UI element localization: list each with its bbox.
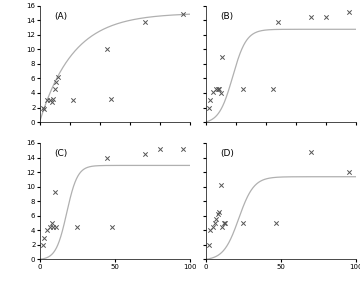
Point xyxy=(218,91,224,95)
Point xyxy=(75,224,80,229)
Point xyxy=(346,9,352,14)
Point xyxy=(221,221,226,225)
Point xyxy=(108,97,113,101)
Point xyxy=(49,221,55,225)
Point xyxy=(49,99,55,104)
Point xyxy=(218,183,224,188)
Point xyxy=(308,14,314,19)
Text: (B): (B) xyxy=(221,11,234,21)
Point xyxy=(44,228,50,233)
Point xyxy=(240,87,246,91)
Point xyxy=(53,224,59,229)
Point xyxy=(219,54,225,59)
Point xyxy=(216,210,222,214)
Point xyxy=(346,170,352,174)
Point xyxy=(210,90,216,95)
Point xyxy=(47,224,53,229)
Point xyxy=(216,87,222,91)
Point xyxy=(215,212,220,217)
Point xyxy=(207,98,213,103)
Point xyxy=(213,87,219,91)
Point xyxy=(142,152,148,156)
Point xyxy=(109,224,115,229)
Point xyxy=(219,224,225,229)
Point xyxy=(271,87,276,91)
Point xyxy=(222,221,228,225)
Text: (D): (D) xyxy=(221,149,234,158)
Point xyxy=(206,243,211,247)
Point xyxy=(47,98,53,103)
Point xyxy=(308,149,314,154)
Point xyxy=(41,107,47,111)
Point xyxy=(40,243,45,247)
Point xyxy=(180,12,186,17)
Point xyxy=(323,14,329,19)
Point xyxy=(105,47,111,52)
Point xyxy=(157,146,163,151)
Point xyxy=(41,235,47,240)
Text: (C): (C) xyxy=(55,149,68,158)
Point xyxy=(52,190,58,195)
Text: (A): (A) xyxy=(55,11,68,21)
Point xyxy=(180,146,186,151)
Point xyxy=(212,221,217,225)
Point xyxy=(210,224,216,229)
Point xyxy=(215,87,220,91)
Point xyxy=(274,221,279,225)
Point xyxy=(53,80,59,84)
Point xyxy=(70,98,76,103)
Point xyxy=(40,105,45,110)
Point xyxy=(55,75,60,79)
Point xyxy=(275,19,281,24)
Point xyxy=(105,155,111,160)
Point xyxy=(50,224,56,229)
Point xyxy=(50,97,56,101)
Point xyxy=(44,98,50,103)
Point xyxy=(52,87,58,91)
Point xyxy=(207,228,213,233)
Point xyxy=(240,221,246,225)
Point xyxy=(142,19,148,24)
Point xyxy=(206,105,211,110)
Point xyxy=(213,217,219,222)
